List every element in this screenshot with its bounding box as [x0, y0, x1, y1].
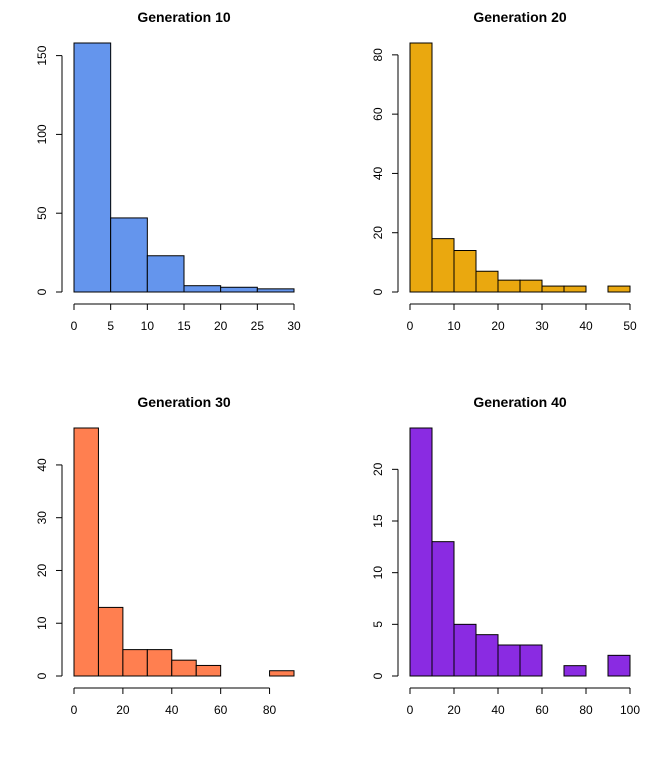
y-tick-label: 20	[35, 563, 49, 577]
y-tick-label: 60	[371, 107, 385, 121]
histogram-bar	[256, 288, 295, 293]
histogram-panel-3: Generation 30 0 20 40 60 80 0 10 20 30 40	[35, 394, 295, 717]
x-tick-label: 5	[107, 319, 114, 333]
x-tick-label: 80	[263, 703, 277, 717]
x-tick-label: 40	[491, 703, 505, 717]
chart-title: Generation 20	[473, 9, 567, 25]
x-tick-label: 0	[71, 319, 78, 333]
y-tick-label: 10	[371, 566, 385, 580]
histogram-bar	[607, 654, 631, 677]
histogram-bar	[563, 665, 587, 677]
x-tick-label: 50	[623, 319, 637, 333]
x-tick-label: 20	[116, 703, 130, 717]
histogram-bar	[519, 279, 543, 293]
histogram-bar	[183, 285, 222, 293]
histogram-bar	[431, 238, 455, 293]
y-tick-label: 0	[371, 672, 385, 679]
x-tick-label: 30	[535, 319, 549, 333]
y-tick-label: 40	[35, 458, 49, 472]
histogram-bar	[195, 664, 222, 677]
x-tick-label: 0	[407, 703, 414, 717]
y-tick-label: 0	[35, 288, 49, 295]
y-tick-label: 5	[371, 621, 385, 628]
histogram-bar	[146, 255, 185, 293]
histogram-bar	[269, 670, 295, 677]
chart-title: Generation 30	[137, 394, 231, 410]
histogram-bar	[519, 644, 543, 677]
y-tick-label: 10	[35, 616, 49, 630]
x-tick-label: 20	[447, 703, 461, 717]
x-tick-label: 10	[447, 319, 461, 333]
x-tick-label: 60	[214, 703, 228, 717]
histogram-bar	[73, 427, 99, 677]
histogram-bar	[431, 541, 455, 677]
histogram-bar	[607, 285, 631, 293]
histogram-bar	[146, 649, 173, 677]
x-tick-label: 60	[535, 703, 549, 717]
x-tick-label: 30	[287, 319, 301, 333]
y-tick-label: 150	[35, 45, 49, 65]
y-tick-label: 20	[371, 462, 385, 476]
y-tick-label: 100	[35, 124, 49, 144]
x-tick-label: 0	[71, 703, 78, 717]
histogram-bar	[220, 286, 258, 293]
x-tick-label: 40	[579, 319, 593, 333]
histogram-bar	[97, 606, 124, 677]
histogram-bar	[409, 427, 433, 677]
y-tick-label: 0	[371, 288, 385, 295]
histogram-bar	[73, 42, 112, 293]
y-tick-label: 15	[371, 514, 385, 528]
y-tick-label: 0	[35, 672, 49, 679]
x-tick-label: 25	[251, 319, 265, 333]
histogram-bar	[541, 285, 565, 293]
x-tick-label: 40	[165, 703, 179, 717]
chart-title: Generation 10	[137, 9, 231, 25]
histogram-bar	[453, 250, 477, 293]
histogram-bar	[110, 217, 148, 293]
x-tick-label: 10	[141, 319, 155, 333]
histogram-bar	[475, 270, 499, 293]
histogram-panel-2: Generation 20 0 10 20 30 40 50 0 20 40 60 80	[371, 9, 637, 333]
y-tick-label: 50	[35, 206, 49, 220]
chart-title: Generation 40	[473, 394, 567, 410]
histogram-bar	[563, 285, 587, 293]
histogram-bar	[409, 42, 433, 293]
y-tick-label: 30	[35, 511, 49, 525]
x-tick-label: 20	[491, 319, 505, 333]
y-tick-label: 20	[371, 226, 385, 240]
histogram-bar	[497, 644, 521, 677]
x-tick-label: 0	[407, 319, 414, 333]
y-tick-label: 80	[371, 48, 385, 62]
histogram-panel-1: Generation 10 0 5 10 15 20 25 30 0 50 100 150	[35, 9, 301, 333]
histogram-bar	[497, 279, 521, 293]
histogram-bar	[122, 649, 148, 677]
y-tick-label: 40	[371, 166, 385, 180]
histogram-bar	[453, 623, 477, 677]
x-tick-label: 100	[620, 703, 640, 717]
histogram-panel-4: Generation 40 0 20 40 60 80 100 0 5 10 15 20	[371, 394, 640, 717]
histogram-bar	[171, 659, 197, 677]
x-tick-label: 20	[214, 319, 228, 333]
histogram-bar	[475, 634, 499, 677]
x-tick-label: 15	[177, 319, 191, 333]
x-tick-label: 80	[579, 703, 593, 717]
